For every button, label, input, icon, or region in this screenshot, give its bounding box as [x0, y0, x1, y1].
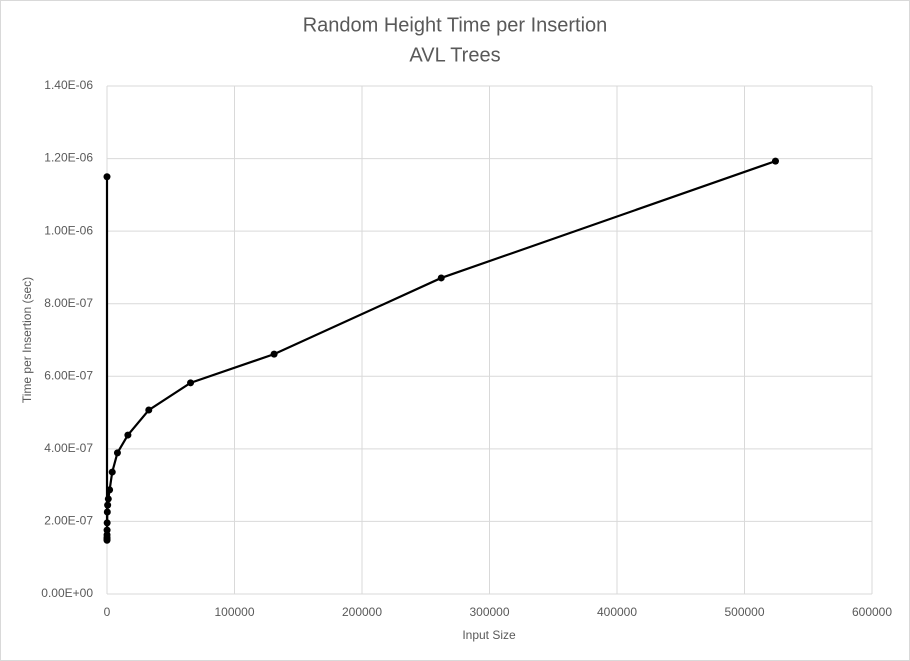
data-point [103, 519, 111, 527]
data-point [104, 501, 112, 509]
data-point [103, 173, 111, 181]
x-tick-label: 200000 [342, 605, 382, 619]
x-tick-label: 600000 [852, 605, 892, 619]
x-tick-label: 300000 [469, 605, 509, 619]
chart-subtitle: AVL Trees [409, 44, 500, 66]
x-tick-label: 0 [104, 605, 111, 619]
data-point [437, 274, 445, 282]
y-tick-label: 4.00E-07 [44, 441, 93, 455]
y-tick-label: 1.20E-06 [44, 151, 93, 165]
data-point [771, 157, 779, 165]
data-point [270, 350, 278, 358]
chart-title: Random Height Time per Insertion [303, 14, 608, 36]
y-tick-label: 2.00E-07 [44, 514, 93, 528]
y-axis-title: Time per Insertion (sec) [20, 277, 34, 403]
data-point [103, 508, 111, 516]
y-tick-label: 0.00E+00 [41, 586, 93, 600]
y-tick-label: 1.00E-06 [44, 223, 93, 237]
x-axis-title: Input Size [462, 628, 516, 642]
y-tick-label: 1.40E-06 [44, 78, 93, 92]
data-point [145, 406, 153, 414]
y-tick-label: 6.00E-07 [44, 368, 93, 382]
x-tick-label: 500000 [724, 605, 764, 619]
data-point [103, 526, 111, 534]
y-tick-label: 8.00E-07 [44, 296, 93, 310]
data-point [187, 379, 195, 387]
x-tick-label: 100000 [214, 605, 254, 619]
data-point [106, 486, 114, 494]
data-point [113, 449, 121, 457]
data-point [108, 468, 116, 476]
data-point [124, 431, 132, 439]
data-point [104, 495, 112, 503]
x-tick-label: 400000 [597, 605, 637, 619]
